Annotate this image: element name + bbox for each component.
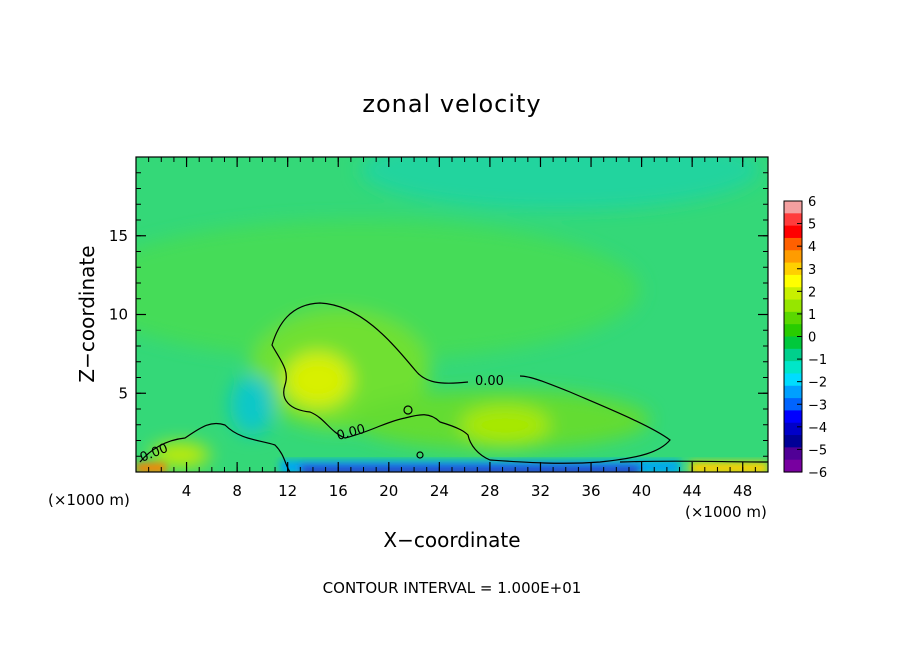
x-tick-label: 48 bbox=[733, 482, 752, 500]
colorbar-tick-label: 6 bbox=[808, 195, 816, 210]
field-mid-band bbox=[136, 220, 640, 360]
colorbar-swatch bbox=[784, 435, 802, 448]
x-tick-label: 4 bbox=[182, 482, 192, 500]
x-tick-label: 24 bbox=[430, 482, 449, 500]
colorbar-tick-label: 4 bbox=[808, 240, 816, 255]
y-tick-label: 15 bbox=[109, 227, 128, 245]
x-tick-label: 28 bbox=[480, 482, 499, 500]
colorbar-tick-label: −3 bbox=[808, 398, 827, 413]
x-tick-label: 32 bbox=[531, 482, 550, 500]
surface-left-warm bbox=[136, 463, 166, 472]
colorbar-swatch bbox=[784, 447, 802, 461]
plot-area: 0.00 0.00 0.00 bbox=[136, 157, 768, 472]
colorbar-tick-label: 1 bbox=[808, 308, 816, 323]
colorbar-swatch bbox=[784, 373, 802, 387]
field-low-cold bbox=[230, 375, 274, 435]
surface-jet-core bbox=[300, 465, 640, 472]
x-tick-label: 12 bbox=[278, 482, 297, 500]
colorbar-swatch bbox=[784, 299, 802, 313]
colorbar-swatch bbox=[784, 201, 802, 214]
contour-lines bbox=[139, 302, 768, 472]
colorbar-tick-label: −6 bbox=[808, 466, 827, 481]
x-tick-label: 44 bbox=[683, 482, 702, 500]
y-tick-label: 10 bbox=[109, 306, 128, 324]
colorbar-tick-label: 2 bbox=[808, 285, 816, 300]
x-tick-label: 8 bbox=[232, 482, 242, 500]
contour-zero-left bbox=[139, 422, 291, 472]
colorbar-tick-label: −4 bbox=[808, 421, 827, 436]
contour-label: 0.00 bbox=[335, 422, 367, 444]
colorbar-swatch bbox=[784, 361, 802, 375]
contour-small-loop bbox=[416, 451, 424, 459]
colorbar-swatch bbox=[784, 250, 802, 264]
colorbar-tick-label: −1 bbox=[808, 353, 827, 368]
colorbar-swatch bbox=[784, 324, 802, 338]
x-unit-label-left: (×1000 m) bbox=[48, 491, 130, 509]
x-axis-ticks: 4 8 12 16 20 24 28 32 36 40 44 48 bbox=[182, 157, 752, 500]
field-upper-band bbox=[360, 157, 760, 210]
field-secondary-core bbox=[460, 405, 550, 445]
contour-labels: 0.00 0.00 0.00 bbox=[138, 374, 504, 466]
colorbar-swatch bbox=[784, 287, 802, 301]
colorbar-swatch bbox=[784, 422, 802, 436]
contour-zero-main bbox=[271, 302, 671, 464]
colorbar-tick-label: −5 bbox=[808, 443, 827, 458]
colorbar-swatch bbox=[784, 311, 802, 325]
contour-label: 0.00 bbox=[475, 374, 504, 389]
colorbar-swatch bbox=[784, 459, 802, 473]
colorbar-swatch bbox=[784, 225, 802, 239]
chart-title: zonal velocity bbox=[362, 90, 541, 118]
colorbar-swatch bbox=[784, 336, 802, 350]
colorbar-swatch bbox=[784, 274, 802, 288]
field-left-warm bbox=[150, 443, 210, 467]
x-unit-label-right: (×1000 m) bbox=[685, 503, 767, 521]
colorbar-swatch bbox=[784, 410, 802, 424]
colorbar-swatch bbox=[784, 398, 802, 412]
colorbar-swatch bbox=[784, 262, 802, 276]
x-tick-label: 20 bbox=[379, 482, 398, 500]
colorbar-swatch bbox=[784, 237, 802, 251]
contour-small-loop bbox=[403, 405, 413, 415]
colorbar-tick-label: −2 bbox=[808, 376, 827, 391]
colorbar-swatch bbox=[784, 348, 802, 362]
x-tick-label: 40 bbox=[632, 482, 651, 500]
surface-right-warm bbox=[690, 462, 768, 472]
field-shading bbox=[136, 157, 760, 467]
x-axis-label: X−coordinate bbox=[383, 528, 520, 552]
contour-interval-label: CONTOUR INTERVAL = 1.000E+01 bbox=[323, 579, 582, 597]
colorbar-tick-label: 3 bbox=[808, 263, 816, 278]
field-updraft-core bbox=[284, 352, 352, 408]
colorbar-swatch bbox=[784, 385, 802, 399]
y-axis-ticks: 5 10 15 bbox=[109, 227, 768, 402]
x-tick-label: 36 bbox=[581, 482, 600, 500]
y-axis-label: Z−coordinate bbox=[75, 245, 99, 382]
x-tick-label: 16 bbox=[329, 482, 348, 500]
colorbar-tick-label: 5 bbox=[808, 218, 816, 233]
colorbar: 6 5 4 3 2 1 0 −1 −2 −3 −4 −5 −6 bbox=[783, 195, 827, 481]
y-tick-label: 5 bbox=[118, 384, 128, 402]
colorbar-tick-label: 0 bbox=[808, 331, 816, 346]
colorbar-swatch bbox=[784, 213, 802, 227]
contour-zero-surface bbox=[619, 460, 768, 463]
